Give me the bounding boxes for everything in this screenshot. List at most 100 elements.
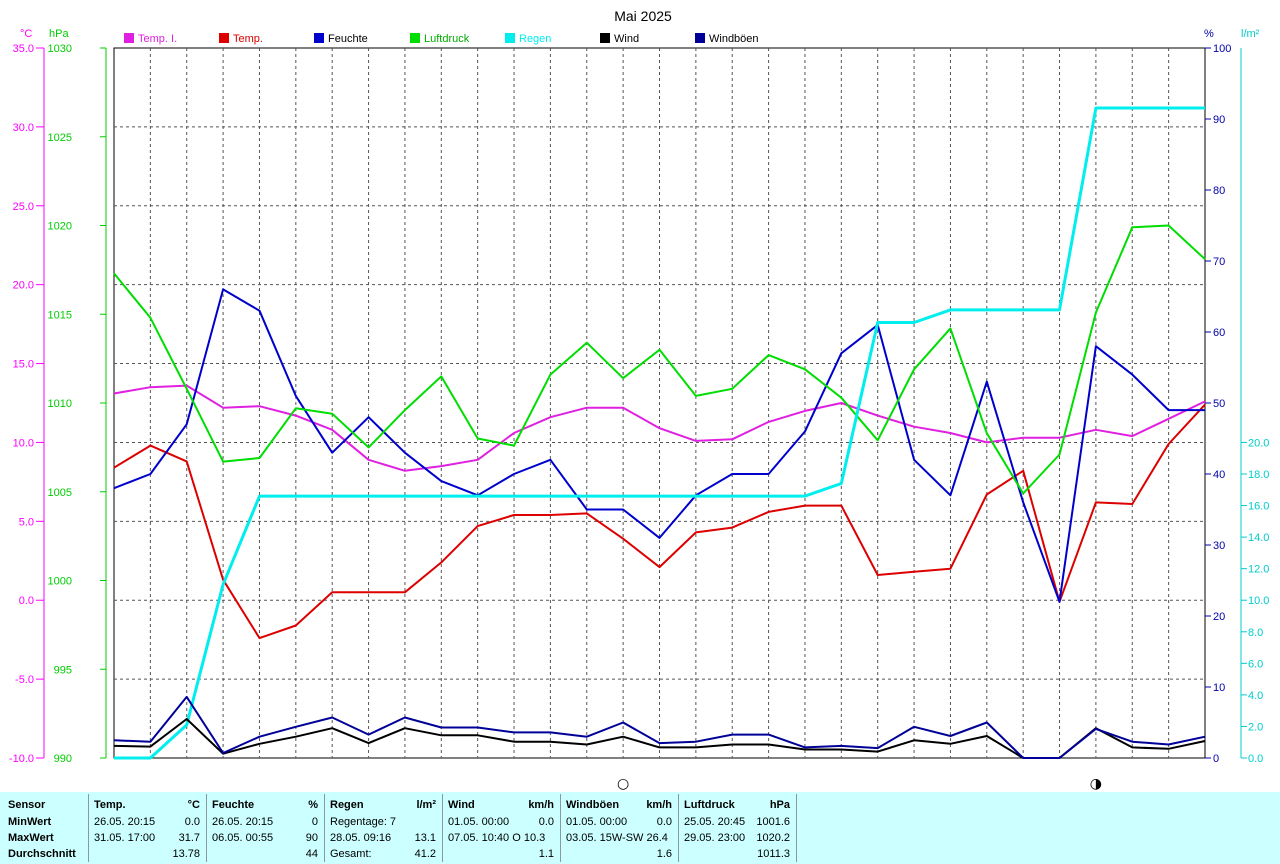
col-unit: l/m² [416,799,436,811]
legend-swatch [124,33,134,43]
col-title: Temp. [94,799,126,811]
series-line-temp-i- [113,384,1206,472]
max-time: 03.05. 15W-SW 26.4 [566,832,668,844]
temp-tick-label: -10.0 [9,753,34,765]
stats-col-temp: Temp. °C 26.05. 20:15 0.0 31.05. 17:00 3… [94,792,200,864]
col-unit: % [308,799,318,811]
stats-divider [678,794,679,862]
col-title: Regen [330,799,364,811]
avg-value: 44 [305,848,318,860]
moon-phase-icon: ◑ [1090,776,1102,792]
moon-phase-icon: ○ [617,776,629,792]
max-time: 31.05. 17:00 [94,832,156,844]
min-time: 01.05. 00:00 [566,816,628,828]
rain-tick-label: 20.0 [1248,437,1269,449]
pressure-tick-label: 1005 [48,487,72,499]
legend-label: Luftdruck [424,33,470,45]
chart-series [113,106,1206,760]
stats-col-gusts: Windböen km/h 01.05. 00:00 0.0 03.05. 15… [566,792,672,864]
temp-tick-label: 25.0 [13,201,34,213]
pressure-tick-label: 995 [54,664,72,676]
col-title: Luftdruck [684,799,735,811]
legend-label: Windböen [709,33,759,45]
legend-label: Regen [519,33,551,45]
legend-label: Feuchte [328,33,368,45]
max-value: 1020.2 [756,832,790,844]
col-unit: °C [187,799,200,811]
col-title: Windböen [566,799,620,811]
col-unit: km/h [528,799,554,811]
humidity-tick-label: 0 [1213,753,1219,765]
chart-legend: Temp. I. Temp. Feuchte Luftdruck Regen Wind Wi… [124,33,759,45]
stats-divider [560,794,561,862]
total-label: Gesamt: [330,848,372,860]
chart-title: Mai 2025 [614,8,672,24]
max-time: 28.05. 09:16 [330,832,392,844]
avg-value: 1011.3 [757,848,790,860]
series-line-temp- [113,403,1206,640]
temp-tick-label: -5.0 [15,674,34,686]
legend-label: Temp. I. [138,33,177,45]
humidity-tick-label: 70 [1213,256,1225,268]
temp-tick-label: 20.0 [13,280,34,292]
rain-tick-label: 12.0 [1248,564,1269,576]
humidity-tick-label: 100 [1213,43,1231,55]
humidity-tick-label: 40 [1213,469,1225,481]
max-time: 06.05. 00:55 [212,832,274,844]
min-time: 25.05. 20:45 [684,816,746,828]
stats-col-humidity: Feuchte % 26.05. 20:15 0 06.05. 00:55 90… [212,792,318,864]
temp-tick-label: 10.0 [13,437,34,449]
rain-tick-label: 6.0 [1248,658,1263,670]
temp-axis-unit: °C [20,28,32,40]
stats-divider [88,794,89,862]
label-sensor: Sensor [8,799,46,811]
weather-chart: 35.0 30.0 25.0 20.0 15.0 10.0 5.0 0.0 -5.0 -10.0 1… [9,8,1270,792]
stats-divider [442,794,443,862]
min-value: 1001.6 [756,816,790,828]
humidity-tick-label: 60 [1213,327,1225,339]
col-title: Wind [448,799,475,811]
stats-col-wind: Wind km/h 01.05. 00:00 0.0 07.05. 10:40 … [448,792,554,864]
humidity-tick-label: 90 [1213,114,1225,126]
max-value: 31.7 [178,832,200,844]
avg-value: 1.6 [656,848,672,860]
temp-tick-label: 15.0 [13,359,34,371]
rain-tick-label: 10.0 [1248,595,1269,607]
min-time: 01.05. 00:00 [448,816,510,828]
statistics-panel: Sensor MinWert MaxWert Durchschnitt Temp… [0,792,1280,864]
max-value: 13.1 [414,832,436,844]
rain-tick-label: 2.0 [1248,721,1263,733]
temp-tick-label: 0.0 [19,595,34,607]
rain-tick-label: 14.0 [1248,532,1269,544]
rain-tick-label: 0.0 [1248,753,1263,765]
rain-days: Regentage: 7 [330,816,397,828]
rain-tick-label: 16.0 [1248,501,1269,513]
legend-label: Wind [614,33,639,45]
max-time: 07.05. 10:40 O 10.3 [448,832,546,844]
max-value: 90 [305,832,318,844]
humidity-axis-unit: % [1204,28,1214,40]
label-avg: Durchschnitt [8,848,76,860]
humidity-tick-label: 10 [1213,682,1225,694]
legend-swatch [695,33,705,43]
humidity-tick-label: 80 [1213,185,1225,197]
pressure-tick-label: 1030 [48,43,72,55]
series-line-luftdruck [113,224,1206,495]
rain-tick-label: 8.0 [1248,627,1263,639]
min-value: 0.0 [538,816,554,828]
legend-swatch [410,33,420,43]
label-max: MaxWert [8,832,54,844]
avg-value: 1.1 [538,848,554,860]
stats-row-labels: Sensor MinWert MaxWert Durchschnitt [8,792,88,864]
humidity-tick-label: 20 [1213,611,1225,623]
temp-tick-label: 35.0 [13,43,34,55]
legend-swatch [505,33,515,43]
chart-grid [113,47,1206,759]
pressure-tick-label: 1020 [48,221,72,233]
stats-divider [206,794,207,862]
min-value: 0 [311,816,318,828]
rain-axis-unit: l/m² [1241,28,1260,40]
min-value: 0.0 [184,816,200,828]
legend-swatch [219,33,229,43]
legend-swatch [314,33,324,43]
